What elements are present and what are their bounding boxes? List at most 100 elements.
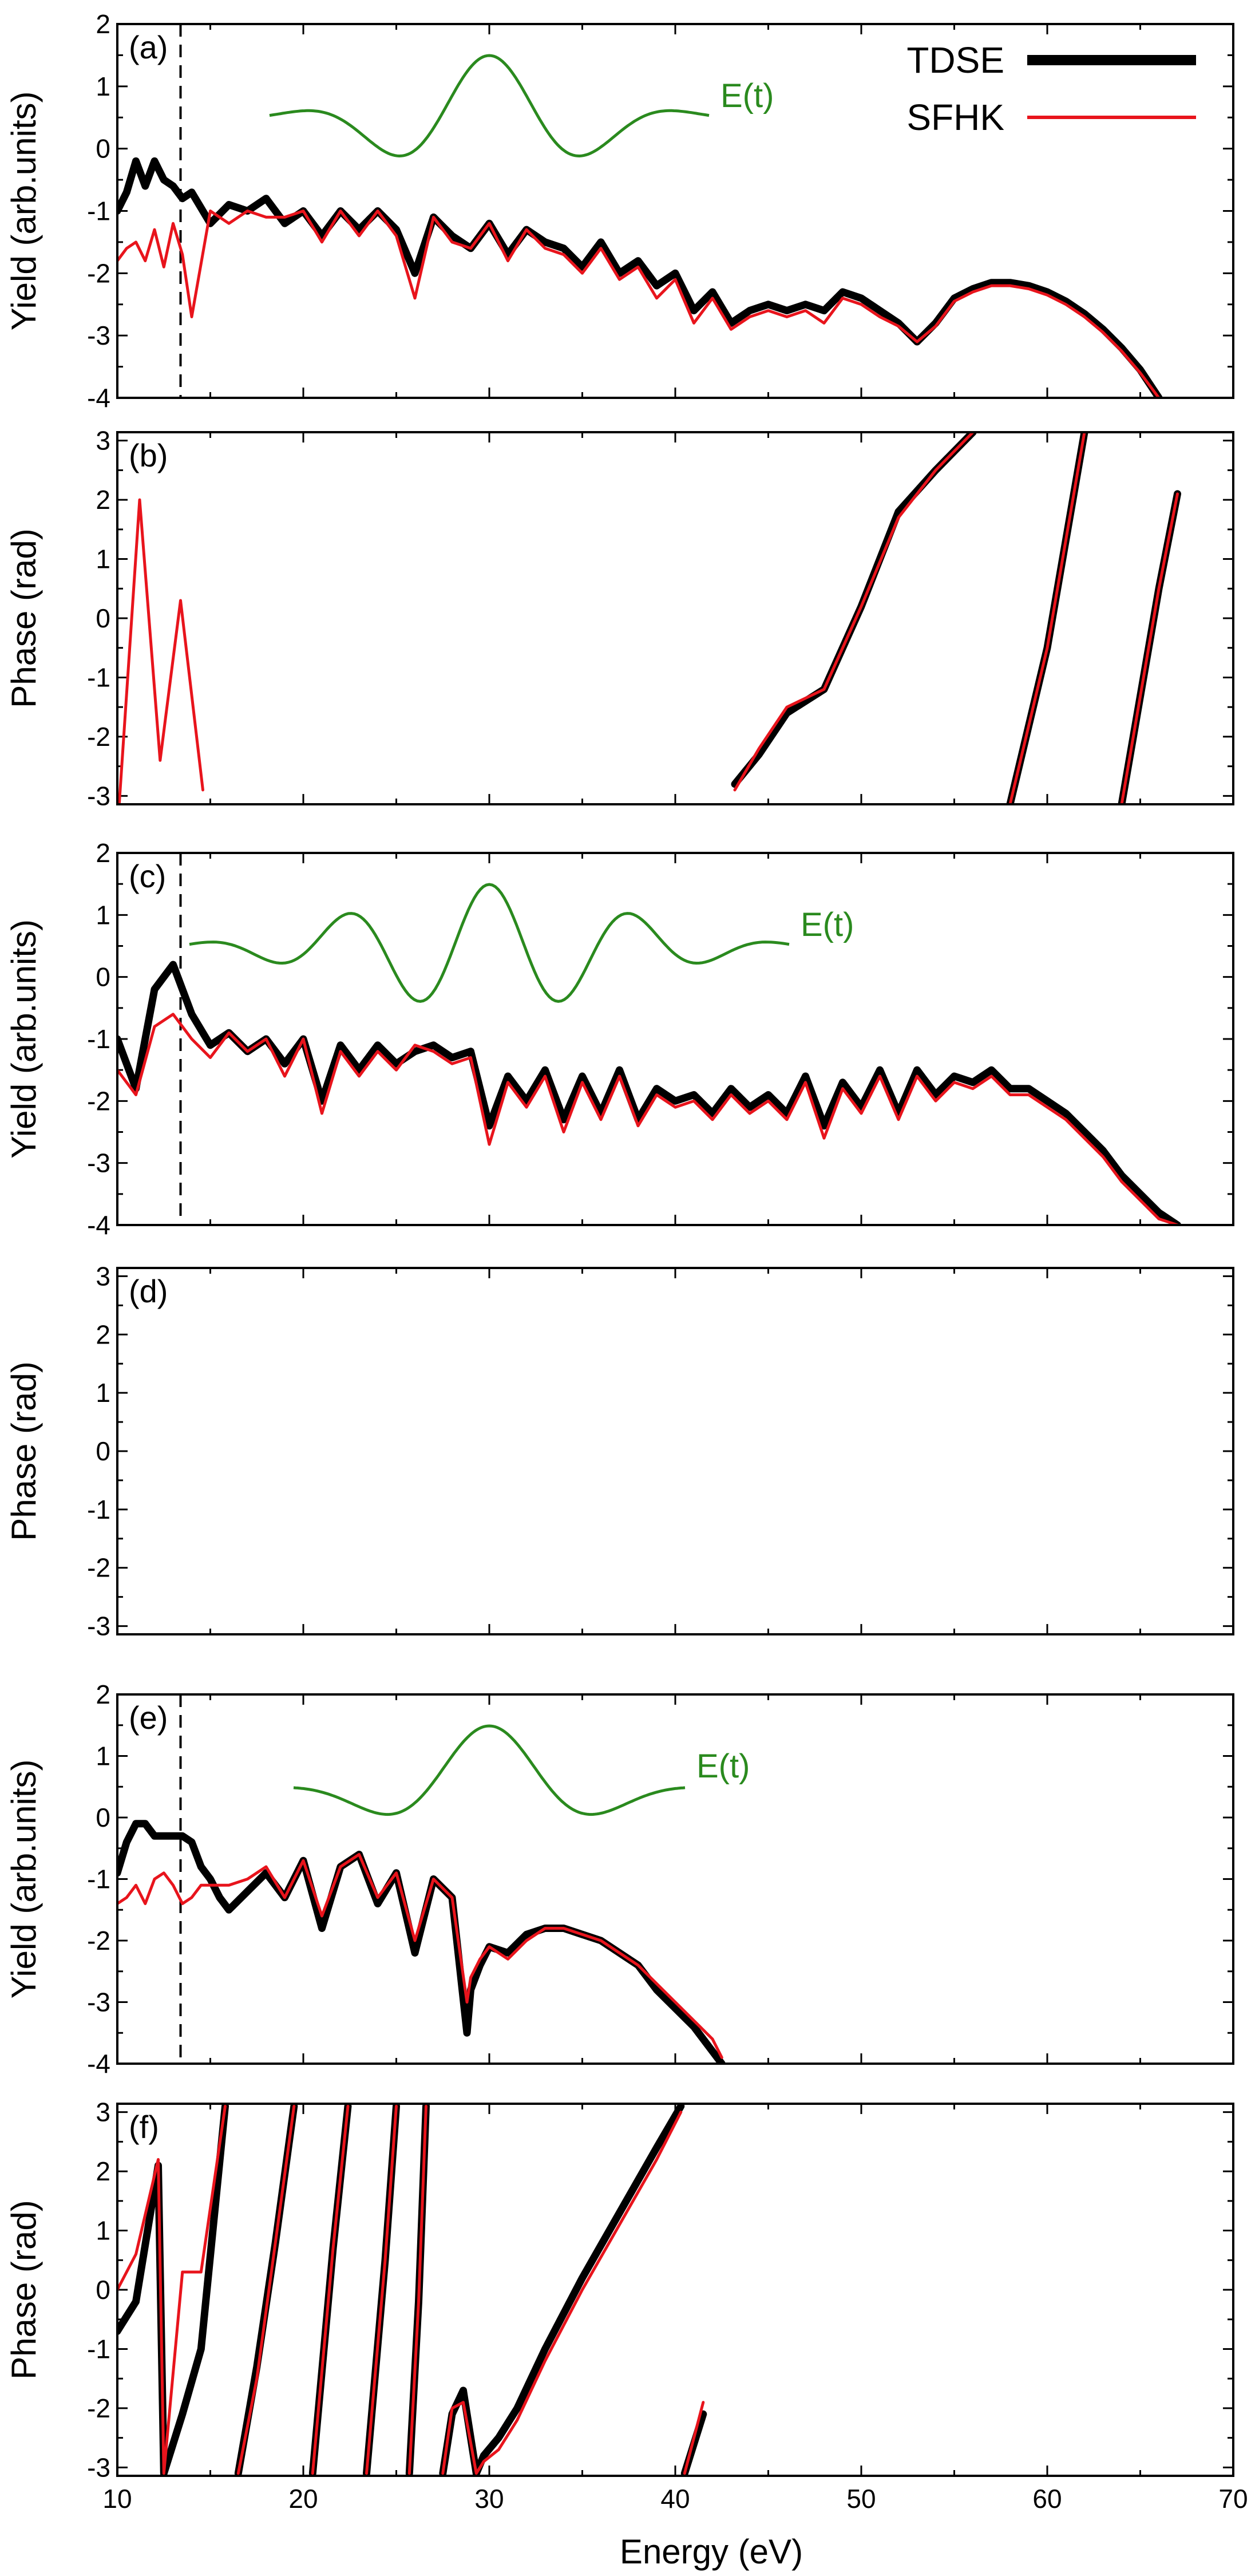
series-sfhk-line [117,1013,1179,1225]
y-tick-label: 3 [96,2097,110,2127]
plot-area [117,432,1181,804]
series-sfhk-line [117,432,1179,804]
y-tick-label: 0 [96,962,110,992]
x-axis-title: Energy (eV) [620,2532,803,2571]
panel-frame [116,852,1234,1226]
panel-b: -3 -2 -1 0 1 2 3 Phase (rad) (b) [5,426,1234,811]
y-axis-title: Yield (arb.units) [5,92,43,331]
y-tick-label: -1 [87,1495,110,1524]
y-tick-label: -2 [87,2393,110,2423]
y-tick-label: -1 [87,196,110,226]
x-tick-label: 20 [288,2484,318,2514]
y-tick-label: -1 [87,2334,110,2364]
series-sfhk-line [117,1853,723,2059]
plot-area [117,1820,726,2064]
y-axis-title: Phase (rad) [5,528,43,708]
pulse-label: E(t) [720,77,774,114]
y-tick-label: -3 [87,1611,110,1641]
panel-e: -4 -3 -2 -1 0 1 2 Yield (arb.units) E(t) (e) [5,1680,1234,2079]
panel-d: -3 -2 -1 0 1 2 3 Phase (rad) (d) [5,1261,1234,1641]
legend-sfhk-label: SFHK [906,97,1004,138]
panel-frame [116,431,1234,805]
y-tick-label: 2 [96,1680,110,1709]
y-tick-label: -4 [87,2049,110,2079]
y-tick-label: 3 [96,1261,110,1291]
panel-label: (c) [129,858,166,894]
y-tick-label: -2 [87,1086,110,1116]
y-tick-label: 1 [96,1741,110,1771]
series-tdse-line [117,2104,707,2476]
y-tick-label: -2 [87,1926,110,1955]
y-tick-label: -3 [87,781,110,811]
y-tick-label: 1 [96,544,110,574]
y-axis-title: Phase (rad) [5,2200,43,2379]
y-tick-label: -3 [87,1988,110,2017]
y-tick-label: -2 [87,258,110,288]
panel-f: 10 20 30 40 50 60 70 -3 -2 -1 0 1 2 3 Phase (rad) (f) [5,2097,1248,2514]
panel-label: (f) [129,2109,159,2145]
y-tick-label: 2 [96,1319,110,1349]
y-tick-label: -2 [87,722,110,752]
panel-label: (d) [129,1273,168,1309]
plot-area [117,961,1181,1225]
y-tick-label: 1 [96,1378,110,1408]
pulse-curve [293,1724,686,1816]
y-tick-label: -1 [87,662,110,692]
panel-frame [116,1267,1234,1635]
y-tick-label: -1 [87,1024,110,1054]
y-tick-label: 2 [96,2156,110,2186]
y-tick-label: 1 [96,2216,110,2246]
x-tick-label: 40 [660,2484,690,2514]
x-tick-label: 30 [474,2484,504,2514]
plot-area [117,2104,707,2476]
series-tdse-line [117,157,1163,398]
series-tdse-line [731,432,1181,804]
panel-frame [116,2103,1234,2477]
pulse-label: E(t) [696,1748,750,1785]
y-tick-label: 0 [96,1436,110,1466]
x-tick-label: 10 [102,2484,132,2514]
panel-label: (b) [129,437,168,473]
panel-label: (a) [129,29,168,65]
y-tick-label: 2 [96,485,110,515]
y-tick-label: -4 [87,1210,110,1240]
plot-area [117,157,1163,398]
pulse-curve [189,883,790,1003]
y-tick-label: 1 [96,900,110,930]
y-axis-title: Phase (rad) [5,1361,43,1540]
series-tdse-line [117,961,1181,1225]
y-tick-label: -4 [87,383,110,413]
series-tdse-line [117,1820,726,2064]
y-tick-label: 0 [96,1803,110,1832]
y-tick-label: 2 [96,838,110,868]
y-tick-label: -3 [87,321,110,350]
y-tick-label: 0 [96,134,110,164]
legend-tdse-label: TDSE [906,39,1004,81]
panel-c: -4 -3 -2 -1 0 1 2 Yield (arb.units) E(t) (c) [5,838,1234,1240]
x-tick-label: 60 [1032,2484,1062,2514]
y-tick-label: -1 [87,1864,110,1894]
y-axis-title: Yield (arb.units) [5,1760,43,1999]
pulse-label: E(t) [801,906,854,943]
panel-label: (e) [129,1700,168,1736]
pulse-curve [269,54,710,158]
y-tick-label: 2 [96,9,110,39]
panel-a: -4 -3 -2 -1 0 1 2 Yield (arb.units) E(t) (a) TDSE S… [5,9,1234,413]
series-sfhk-line [117,210,1161,398]
x-tick-label: 50 [846,2484,876,2514]
y-tick-label: -3 [87,1148,110,1178]
panels: -4 -3 -2 -1 0 1 2 Yield (arb.units) E(t) (a) TDSE S… [5,9,1248,2514]
y-tick-label: -3 [87,2452,110,2482]
y-tick-label: 3 [96,426,110,456]
panel-frame [116,23,1234,399]
y-tick-label: 0 [96,2275,110,2305]
y-tick-label: 1 [96,72,110,101]
y-tick-label: -2 [87,1553,110,1583]
y-tick-label: 0 [96,603,110,633]
series-sfhk-line [117,2104,705,2475]
legend: TDSE SFHK [906,39,1196,138]
y-axis-title: Yield (arb.units) [5,919,43,1159]
panel-frame [116,1693,1234,2065]
x-tick-label: 70 [1218,2484,1248,2514]
